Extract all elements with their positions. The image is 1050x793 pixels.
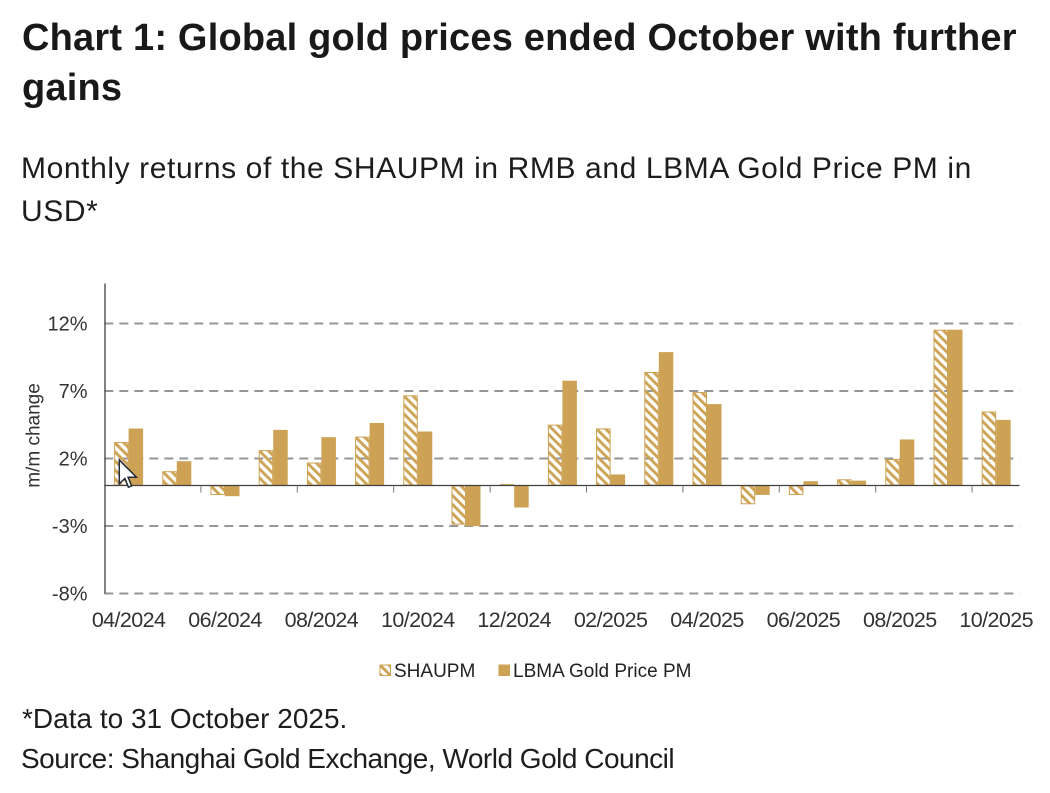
svg-text:2%: 2% <box>59 449 88 471</box>
svg-text:12/2024: 12/2024 <box>477 608 551 632</box>
svg-text:SHAUPM: SHAUPM <box>394 661 475 682</box>
svg-text:04/2024: 04/2024 <box>92 608 166 632</box>
svg-text:06/2024: 06/2024 <box>188 608 262 632</box>
svg-text:12%: 12% <box>47 314 87 336</box>
svg-text:-8%: -8% <box>52 584 88 606</box>
svg-text:10/2024: 10/2024 <box>381 608 455 632</box>
svg-text:-3%: -3% <box>52 516 88 538</box>
svg-text:02/2025: 02/2025 <box>574 608 648 632</box>
svg-text:06/2025: 06/2025 <box>767 608 841 632</box>
svg-text:7%: 7% <box>59 381 88 403</box>
svg-text:04/2025: 04/2025 <box>670 608 744 632</box>
svg-text:m/m change: m/m change <box>24 383 45 488</box>
svg-text:08/2025: 08/2025 <box>863 608 937 632</box>
svg-text:08/2024: 08/2024 <box>285 608 359 632</box>
svg-text:LBMA Gold Price PM: LBMA Gold Price PM <box>513 661 691 682</box>
svg-text:10/2025: 10/2025 <box>959 608 1033 632</box>
